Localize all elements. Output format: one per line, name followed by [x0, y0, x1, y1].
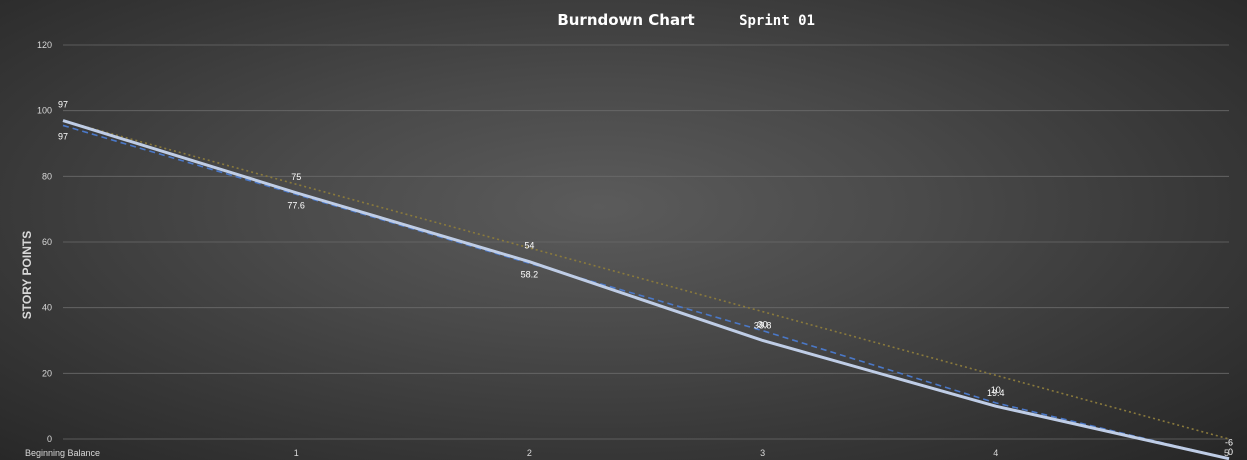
data-label: 0	[1228, 447, 1233, 457]
x-tick-label: 4	[993, 448, 998, 458]
data-label: 30	[758, 320, 768, 330]
data-label: 97	[58, 100, 68, 110]
grid-lines	[63, 44, 1229, 440]
series-line-dotted	[62, 119, 1230, 440]
chart-title: Burndown Chart	[557, 11, 694, 29]
data-label: 54	[524, 241, 534, 251]
y-tick-label: 100	[37, 106, 52, 116]
data-label: 58.2	[521, 269, 539, 279]
y-tick-label: 0	[47, 434, 52, 444]
x-tick-label: 3	[760, 448, 765, 458]
y-tick-label: 40	[42, 303, 52, 313]
x-tick-label: 1	[294, 448, 299, 458]
y-axis-label: STORY POINTS	[20, 231, 34, 319]
x-tick-label: 5	[1224, 448, 1229, 458]
x-tick-label: 2	[527, 448, 532, 458]
series-line-solid	[62, 119, 1230, 460]
chart-subtitle: Sprint 01	[739, 13, 815, 29]
data-label: 97	[58, 131, 68, 141]
series-lines	[62, 119, 1230, 460]
data-label: 75	[291, 172, 301, 182]
x-axis-ticks: Beginning Balance 1 2 3 4 5	[25, 448, 1229, 458]
data-label: 38.8	[754, 321, 772, 331]
y-tick-label: 20	[42, 368, 52, 378]
y-tick-label: 80	[42, 171, 52, 181]
data-label: 77.6	[287, 200, 305, 210]
data-label: 19.4	[987, 388, 1005, 398]
y-tick-label: 120	[37, 40, 52, 50]
y-axis-ticks: 0 20 40 60 80 100 120	[37, 40, 52, 444]
data-label: 10	[991, 385, 1001, 395]
series-line-dashed	[62, 124, 1230, 460]
data-label: -6	[1225, 438, 1233, 448]
x-tick-label: Beginning Balance	[25, 448, 100, 458]
y-tick-label: 60	[42, 237, 52, 247]
